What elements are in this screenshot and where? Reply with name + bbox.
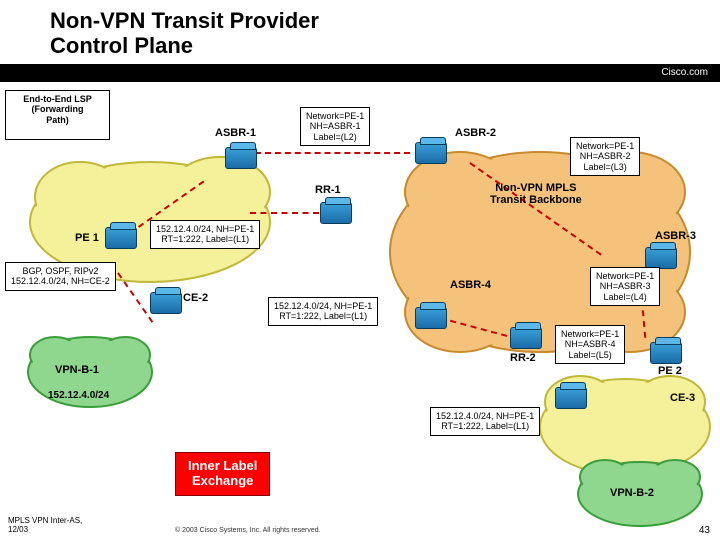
router-asbr4 [415,307,447,329]
router-pe2 [650,342,682,364]
label-backbone: Non-VPN MPLS Transit Backbone [490,182,582,206]
arrow-asbr1-asbr2 [255,152,410,154]
callout-route3: 152.12.4.0/24, NH=PE-1 RT=1:222, Label=(… [430,407,540,436]
router-ce3 [555,387,587,409]
brand-text: Cisco.com [661,67,708,78]
label-pe2: PE 2 [658,365,682,377]
slide-title-2: Control Plane [50,33,720,58]
footer-center: © 2003 Cisco Systems, Inc. All rights re… [175,527,321,534]
router-asbr1 [225,147,257,169]
label-asbr3: ASBR-3 [655,230,696,242]
callout-inner: Inner Label Exchange [175,452,270,496]
callout-net3: Network=PE-1 NH=ASBR-3 Label=(L4) [590,267,660,306]
router-pe1 [105,227,137,249]
title-area: Non-VPN Transit Provider Control Plane [0,0,720,59]
router-asbr3 [645,247,677,269]
router-rr2 [510,327,542,349]
branding-bar: Cisco.com [0,64,720,82]
label-asbr2: ASBR-2 [455,127,496,139]
slide-title-1: Non-VPN Transit Provider [50,8,720,33]
router-rr1 [320,202,352,224]
label-asbr4: ASBR-4 [450,279,491,291]
callout-route2: 152.12.4.0/24, NH=PE-1 RT=1:222, Label=(… [268,297,378,326]
label-ce2: CE-2 [183,292,208,304]
diagram-stage: ASBR-1 ASBR-2 ASBR-3 ASBR-4 RR-1 RR-2 PE… [0,82,720,540]
label-vpnb2: VPN-B-2 [610,487,654,499]
callout-net1: Network=PE-1 NH=ASBR-1 Label=(L2) [300,107,370,146]
footer-left: MPLS VPN Inter-AS, 12/03 [8,516,82,534]
callout-bgp: BGP, OSPF, RIPv2 152.12.4.0/24, NH=CE-2 [5,262,116,291]
label-vpnb1: VPN-B-1 [55,364,99,376]
label-rr2: RR-2 [510,352,536,364]
footer-page: 43 [699,525,710,536]
label-asbr1: ASBR-1 [215,127,256,139]
callout-net4: Network=PE-1 NH=ASBR-4 Label=(L5) [555,325,625,364]
label-ce3: CE-3 [670,392,695,404]
label-pe1: PE 1 [75,232,99,244]
router-asbr2 [415,142,447,164]
router-ce2 [150,292,182,314]
label-prefix: 152.12.4.0/24 [48,390,109,401]
callout-net2: Network=PE-1 NH=ASBR-2 Label=(L3) [570,137,640,176]
label-rr1: RR-1 [315,184,341,196]
callout-route1: 152.12.4.0/24, NH=PE-1 RT=1:222, Label=(… [150,220,260,249]
callout-lsp: End-to-End LSP (Forwarding Path) [5,90,110,140]
